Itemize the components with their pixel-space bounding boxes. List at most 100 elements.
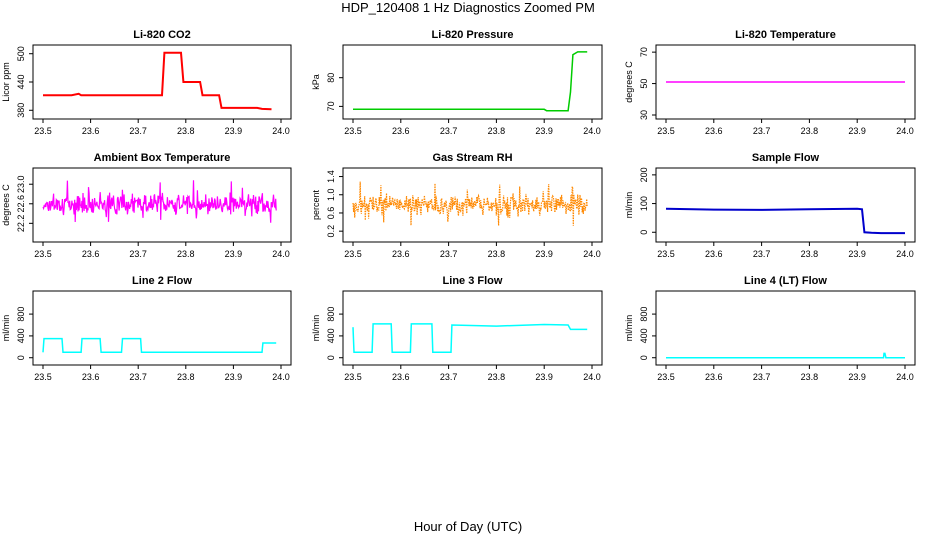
y-tick-label: 1.0 xyxy=(326,189,336,202)
y-tick-label: 0 xyxy=(639,355,649,360)
x-tick-label: 23.7 xyxy=(129,126,147,136)
x-tick-label: 23.7 xyxy=(753,126,771,136)
x-tick-label: 23.8 xyxy=(488,249,506,259)
panel-title: Line 2 Flow xyxy=(132,275,192,287)
y-tick-label: 800 xyxy=(639,307,649,322)
x-tick-label: 23.8 xyxy=(177,372,195,382)
y-tick-label: 100 xyxy=(639,196,649,211)
y-axis-label: Licor ppm xyxy=(1,62,11,102)
plot-frame xyxy=(32,290,292,366)
x-tick-label: 23.6 xyxy=(82,372,100,382)
x-tick-label: 23.8 xyxy=(488,372,506,382)
x-tick-label: 23.9 xyxy=(848,372,866,382)
plot-frame xyxy=(342,44,603,120)
y-axis-label: ml/min xyxy=(624,315,634,342)
y-tick-label: 800 xyxy=(16,307,26,322)
x-tick-label: 23.5 xyxy=(344,372,362,382)
x-tick-label: 23.7 xyxy=(440,126,458,136)
x-tick-label: 23.9 xyxy=(535,249,553,259)
x-tick-label: 23.6 xyxy=(392,249,410,259)
y-axis-label: degrees C xyxy=(624,61,634,103)
x-tick-label: 24.0 xyxy=(583,372,601,382)
x-tick-label: 23.5 xyxy=(657,249,675,259)
x-tick-label: 23.9 xyxy=(848,249,866,259)
x-tick-label: 23.5 xyxy=(657,126,675,136)
x-tick-label: 24.0 xyxy=(583,126,601,136)
panel-8: Line 4 (LT) Flow ml/min 23.5 23.6 23.7 23.8 23… xyxy=(624,275,916,382)
x-tick-label: 23.6 xyxy=(82,249,100,259)
panel-title: Gas Stream RH xyxy=(432,152,512,164)
y-tick-label: 800 xyxy=(326,307,336,322)
x-tick-label: 23.5 xyxy=(34,372,52,382)
x-tick-label: 23.9 xyxy=(535,372,553,382)
x-tick-label: 23.6 xyxy=(705,126,723,136)
plot-frame xyxy=(342,290,603,366)
y-tick-label: 400 xyxy=(16,328,26,343)
panel-title: Ambient Box Temperature xyxy=(94,152,231,164)
y-axis-label: ml/min xyxy=(1,315,11,342)
x-tick-label: 24.0 xyxy=(272,126,290,136)
x-tick-label: 23.8 xyxy=(801,249,819,259)
x-tick-label: 23.6 xyxy=(392,126,410,136)
y-tick-label: 22.6 xyxy=(16,195,26,213)
x-tick-label: 23.5 xyxy=(344,249,362,259)
panel-5: Sample Flow ml/min 23.5 23.6 23.7 23.8 23.9 24.… xyxy=(624,152,916,259)
panel-title: Sample Flow xyxy=(752,152,820,164)
x-tick-label: 24.0 xyxy=(583,249,601,259)
y-axis-label: degrees C xyxy=(1,184,11,226)
panel-3: Ambient Box Temperature degrees C 23.5 23.6… xyxy=(1,152,292,259)
y-tick-label: 440 xyxy=(16,74,26,89)
panel-7: Line 3 Flow ml/min 23.5 23.6 23.7 23.8 23.9 24.… xyxy=(311,275,603,382)
x-tick-label: 23.7 xyxy=(129,249,147,259)
plot-frame xyxy=(32,167,292,243)
x-tick-label: 23.9 xyxy=(535,126,553,136)
panel-title: Line 4 (LT) Flow xyxy=(744,275,827,287)
panel-title: Li-820 CO2 xyxy=(133,29,190,41)
x-tick-label: 23.6 xyxy=(82,126,100,136)
plot-frame xyxy=(655,290,916,366)
series-line xyxy=(43,51,272,111)
plot-frame xyxy=(342,167,603,243)
panel-title: Li-820 Temperature xyxy=(735,29,836,41)
y-tick-label: 23.0 xyxy=(16,175,26,193)
figure-title: HDP_120408 1 Hz Diagnostics Zoomed PM xyxy=(341,0,595,15)
y-tick-label: 0.6 xyxy=(326,207,336,220)
x-tick-label: 23.7 xyxy=(440,372,458,382)
x-tick-label: 23.9 xyxy=(848,126,866,136)
y-tick-label: 380 xyxy=(16,103,26,118)
x-tick-label: 24.0 xyxy=(896,249,914,259)
y-tick-label: 70 xyxy=(326,101,336,111)
x-tick-label: 23.7 xyxy=(753,249,771,259)
y-tick-label: 30 xyxy=(639,110,649,120)
x-tick-label: 23.8 xyxy=(177,249,195,259)
x-tick-label: 23.9 xyxy=(225,372,243,382)
y-tick-label: 50 xyxy=(639,79,649,89)
y-tick-label: 400 xyxy=(639,328,649,343)
y-tick-label: 500 xyxy=(16,46,26,61)
series-line xyxy=(666,352,905,359)
series-line xyxy=(42,337,277,354)
plot-frame xyxy=(655,167,916,243)
x-tick-label: 23.8 xyxy=(177,126,195,136)
x-tick-label: 23.5 xyxy=(657,372,675,382)
x-tick-label: 23.8 xyxy=(488,126,506,136)
panel-title: Li-820 Pressure xyxy=(432,29,514,41)
y-axis-label: ml/min xyxy=(311,315,321,342)
y-tick-label: 200 xyxy=(639,167,649,182)
y-tick-label: 0 xyxy=(326,355,336,360)
x-tick-label: 23.7 xyxy=(753,372,771,382)
panel-6: Line 2 Flow ml/min 23.5 23.6 23.7 23.8 23.9 24.… xyxy=(1,275,292,382)
panel-title: Line 3 Flow xyxy=(443,275,503,287)
x-tick-label: 24.0 xyxy=(272,249,290,259)
x-tick-label: 23.7 xyxy=(440,249,458,259)
series-line xyxy=(352,181,588,226)
panel-2: Li-820 Temperature degrees C 23.5 23.6 23.7 2… xyxy=(624,29,916,136)
y-axis-label: kPa xyxy=(311,74,321,90)
x-tick-label: 23.5 xyxy=(34,249,52,259)
figure-x-axis-label: Hour of Day (UTC) xyxy=(413,519,523,534)
series-line xyxy=(665,207,905,235)
y-tick-label: 0.2 xyxy=(326,225,336,238)
x-tick-label: 23.6 xyxy=(705,249,723,259)
x-tick-label: 24.0 xyxy=(896,126,914,136)
